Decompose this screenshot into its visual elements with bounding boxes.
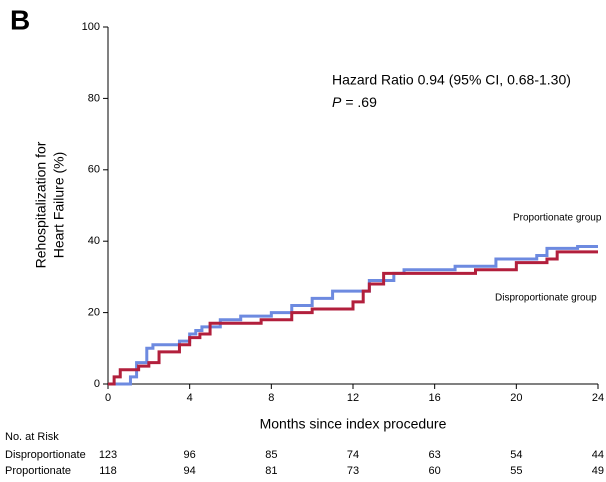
x-tick-label: 24: [592, 392, 604, 404]
y-axis-label: Rehospitalization for: [33, 141, 49, 268]
risk-count: 55: [510, 465, 522, 477]
y-tick-label: 0: [94, 378, 100, 390]
legend-label: Proportionate group: [513, 213, 602, 224]
risk-count: 60: [429, 465, 441, 477]
risk-row-label: Disproportionate: [5, 449, 86, 461]
x-axis-label: Months since index procedure: [260, 416, 447, 432]
p-text: = .69: [345, 94, 377, 110]
risk-title: No. at Risk: [5, 431, 59, 443]
risk-count: 49: [592, 465, 604, 477]
y-tick-label: 20: [88, 307, 100, 319]
risk-count: 74: [347, 449, 359, 461]
annotation: Hazard Ratio 0.94 (95% CI, 0.68-1.30): [332, 72, 571, 88]
risk-count: 73: [347, 465, 359, 477]
x-tick-label: 16: [429, 392, 441, 404]
x-tick-label: 12: [347, 392, 359, 404]
risk-count: 54: [510, 449, 522, 461]
legend-label: Disproportionate group: [495, 293, 597, 304]
y-tick-label: 60: [88, 164, 100, 176]
risk-count: 81: [265, 465, 277, 477]
p-value: P = .69: [332, 94, 377, 110]
x-tick-label: 4: [187, 392, 193, 404]
risk-count: 96: [184, 449, 196, 461]
km-curve: [108, 245, 598, 386]
y-tick-label: 40: [88, 235, 100, 247]
risk-count: 123: [99, 449, 117, 461]
y-tick-label: 100: [82, 21, 100, 33]
p-symbol: P: [332, 94, 342, 110]
km-curve: [108, 250, 598, 386]
x-tick-label: 0: [105, 392, 111, 404]
risk-count: 94: [184, 465, 196, 477]
y-axis-label: Heart Failure (%): [51, 152, 67, 259]
risk-count: 118: [99, 465, 117, 477]
x-tick-label: 20: [510, 392, 522, 404]
y-tick-label: 80: [88, 92, 100, 104]
risk-count: 85: [265, 449, 277, 461]
x-tick-label: 8: [268, 392, 274, 404]
risk-count: 63: [429, 449, 441, 461]
panel-label: B: [10, 4, 30, 35]
risk-count: 44: [592, 449, 604, 461]
risk-row-label: Proportionate: [5, 465, 71, 477]
